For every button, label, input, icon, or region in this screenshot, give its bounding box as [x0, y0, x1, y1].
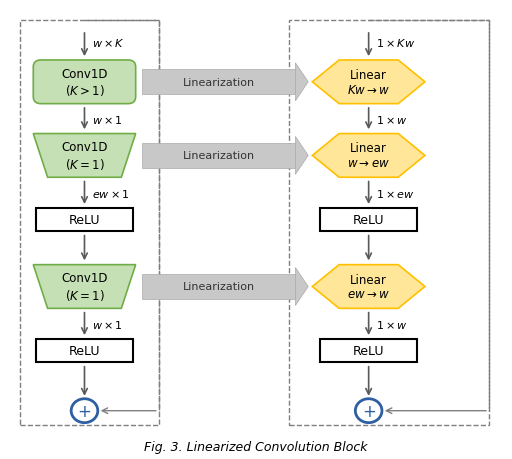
Polygon shape	[142, 274, 295, 300]
Polygon shape	[312, 61, 425, 104]
Text: ReLU: ReLU	[69, 345, 100, 358]
Polygon shape	[295, 64, 308, 101]
Text: Linear
$Kw \to w$: Linear $Kw \to w$	[347, 69, 390, 96]
Text: $ew \times 1$: $ew \times 1$	[92, 187, 130, 199]
Polygon shape	[142, 70, 295, 95]
FancyBboxPatch shape	[320, 209, 417, 232]
FancyBboxPatch shape	[36, 340, 133, 363]
Polygon shape	[295, 268, 308, 306]
Text: Linearization: Linearization	[183, 282, 254, 292]
Text: Linear
$ew \to w$: Linear $ew \to w$	[347, 273, 390, 301]
Text: Linearization: Linearization	[183, 151, 254, 161]
Text: $+$: $+$	[77, 402, 92, 420]
Text: Conv1D
$(K = 1)$: Conv1D $(K = 1)$	[61, 272, 108, 302]
Text: Fig. 3. Linearized Convolution Block: Fig. 3. Linearized Convolution Block	[144, 440, 368, 453]
Text: ReLU: ReLU	[353, 214, 385, 227]
Text: $w \times K$: $w \times K$	[92, 36, 125, 49]
Text: Conv1D
$(K = 1)$: Conv1D $(K = 1)$	[61, 141, 108, 171]
Text: Linear
$w \to ew$: Linear $w \to ew$	[347, 142, 390, 170]
FancyBboxPatch shape	[36, 209, 133, 232]
Polygon shape	[295, 137, 308, 175]
Text: $1 \times w$: $1 \times w$	[376, 113, 408, 125]
Text: $1 \times w$: $1 \times w$	[376, 318, 408, 330]
Text: $1 \times ew$: $1 \times ew$	[376, 187, 415, 199]
FancyBboxPatch shape	[33, 61, 136, 104]
Polygon shape	[33, 265, 136, 308]
Text: Conv1D
$(K > 1)$: Conv1D $(K > 1)$	[61, 67, 108, 98]
Text: $w \times 1$: $w \times 1$	[92, 318, 123, 330]
Text: $+$: $+$	[361, 402, 376, 420]
Polygon shape	[33, 134, 136, 178]
Polygon shape	[312, 265, 425, 308]
Text: ReLU: ReLU	[69, 214, 100, 227]
Text: ReLU: ReLU	[353, 345, 385, 358]
Polygon shape	[312, 134, 425, 178]
Text: Linearization: Linearization	[183, 78, 254, 88]
Text: $w \times 1$: $w \times 1$	[92, 113, 123, 125]
FancyBboxPatch shape	[320, 340, 417, 363]
Polygon shape	[142, 143, 295, 168]
Text: $1 \times Kw$: $1 \times Kw$	[376, 36, 415, 49]
